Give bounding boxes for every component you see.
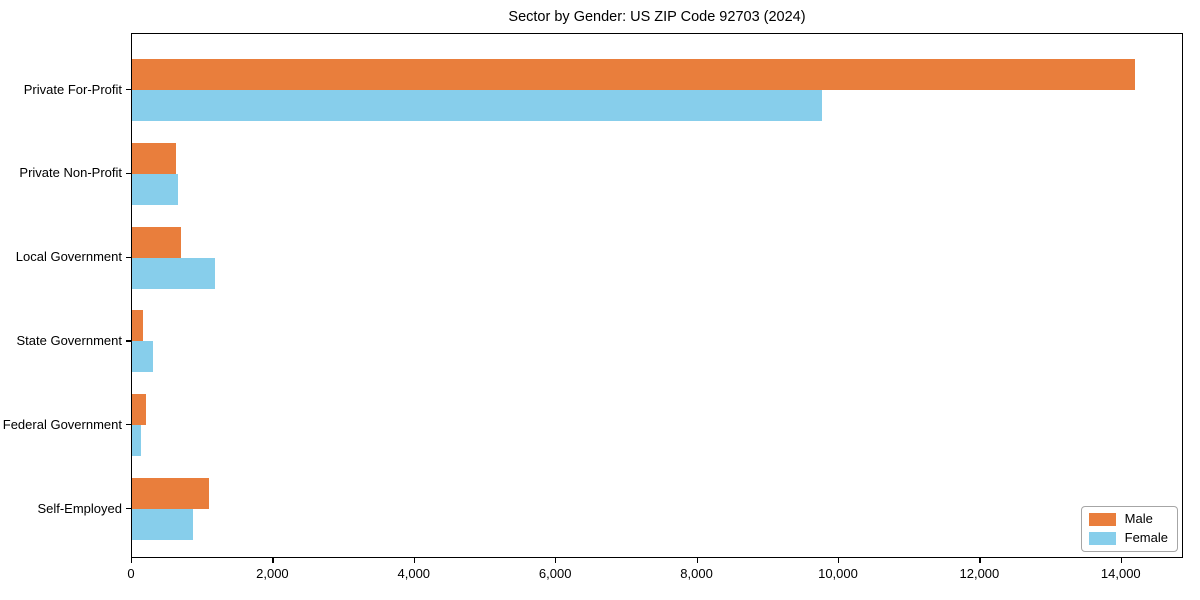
x-tick-mark [555,558,557,563]
y-tick-mark [126,424,131,426]
x-tick-mark [131,558,133,563]
bar-male-6 [132,478,210,509]
y-tick-mark [126,172,131,174]
legend-label-female: Female [1124,530,1168,545]
x-axis-tick-label: 10,000 [818,566,858,581]
x-axis-tick-label: 12,000 [959,566,1000,581]
x-axis-tick-label: 6,000 [538,566,572,581]
legend-item-female: Female [1088,530,1168,545]
y-axis-label: Local Government [15,249,122,265]
y-axis-label: State Government [16,332,123,348]
y-tick-mark [126,256,131,258]
x-axis-tick-label: 4,000 [397,566,431,581]
bar-female-1 [132,90,823,121]
y-axis-label: Federal Government [2,416,122,432]
bar-female-2 [132,173,178,205]
x-axis-tick-label: 8,000 [680,566,713,581]
bar-male-5 [132,394,147,426]
bar-male-2 [132,142,176,174]
bar-female-5 [132,425,142,457]
x-axis-tick-label: 2,000 [256,566,289,581]
plot-area: Male Female [131,33,1183,558]
y-axis-label: Self-Employed [37,500,122,516]
y-tick-mark [126,89,131,91]
x-axis-tick-label: 0 [127,566,135,581]
legend-swatch-male [1088,512,1116,526]
x-axis-tick-label: 14,000 [1100,566,1141,581]
x-tick-mark [1120,558,1122,563]
x-tick-mark [413,558,415,563]
legend-item-male: Male [1088,511,1168,526]
y-axis-label: Private For-Profit [23,81,122,97]
legend-swatch-female [1088,531,1116,545]
legend-label-male: Male [1124,511,1153,526]
x-tick-mark [272,558,274,563]
legend: Male Female [1080,506,1178,552]
bar-male-3 [132,226,182,258]
x-tick-mark [837,558,840,563]
x-tick-mark [979,558,981,563]
y-tick-mark [126,508,131,510]
bar-male-4 [132,310,143,342]
bar-female-4 [132,341,154,373]
chart-title: Sector by Gender: US ZIP Code 92703 (202… [508,9,806,25]
y-tick-mark [126,340,131,342]
bar-female-6 [132,509,194,540]
bar-female-3 [132,257,216,289]
bar-male-1 [132,59,1135,90]
y-axis-label: Private Non-Profit [19,165,122,181]
x-tick-mark [696,558,698,563]
